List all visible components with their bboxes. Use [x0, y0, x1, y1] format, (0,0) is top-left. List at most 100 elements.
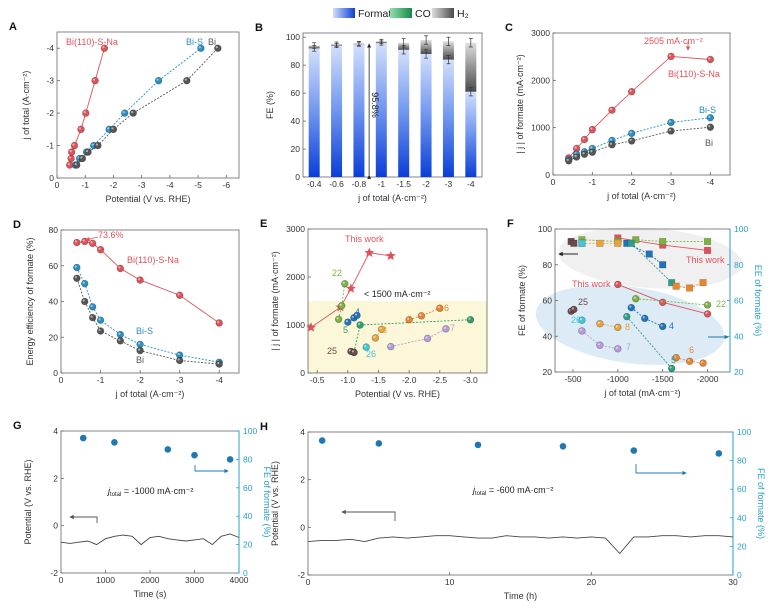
data-point-highlight: [336, 317, 339, 320]
series-bi-s: [73, 263, 223, 366]
condition-subscript: total: [110, 492, 121, 498]
data-point-highlight: [351, 315, 355, 318]
data-point: [641, 314, 649, 323]
data-point: [91, 76, 99, 85]
panel-label: F: [507, 218, 514, 230]
data-point: [81, 279, 89, 288]
annotation-label: This work: [686, 255, 725, 265]
data-point-highlight: [74, 265, 77, 268]
x-tick-label: -2: [422, 179, 430, 189]
data-point-highlight: [98, 247, 101, 250]
data-point: [109, 125, 118, 134]
series-bi: [565, 123, 715, 165]
data-point: [614, 345, 622, 353]
x-tick-label: 0: [551, 177, 556, 187]
annotation-label: 25: [327, 346, 337, 356]
data-point: [81, 237, 89, 246]
data-point: [154, 76, 163, 85]
max-ee-arrow: [85, 236, 99, 242]
y2-tick-label: 20: [243, 540, 253, 550]
data-point: [73, 263, 81, 272]
y-tick-label: 60: [543, 296, 553, 306]
data-point: [706, 123, 715, 131]
data-point-highlight: [579, 318, 583, 321]
data-point: [627, 303, 635, 312]
series-25: [347, 347, 358, 357]
data-point-highlight: [364, 344, 367, 348]
data-point: [596, 239, 604, 247]
series-line: [676, 357, 704, 364]
data-point-highlight: [582, 137, 585, 140]
data-point-highlight: [95, 143, 99, 146]
data-point: [658, 298, 667, 306]
x-tick-label: -1: [378, 179, 386, 189]
data-point: [578, 239, 586, 247]
data-point-highlight: [708, 125, 711, 128]
data-point: [668, 279, 676, 287]
data-point-highlight: [700, 360, 704, 364]
series-bi: [73, 44, 222, 169]
data-point: [215, 360, 223, 368]
data-point-highlight: [74, 162, 77, 166]
data-point-highlight: [339, 303, 342, 306]
data-point: [175, 291, 184, 299]
data-point: [70, 141, 79, 150]
data-point: [706, 114, 715, 122]
y-tick-label: -2: [50, 568, 58, 578]
data-point: [704, 246, 712, 254]
x-tick-label: -2000: [697, 374, 719, 384]
plot-frame: [552, 32, 731, 176]
condition-value: = -600 mA·cm⁻²: [486, 485, 553, 495]
annotation-label: 22: [716, 299, 726, 309]
data-point: [387, 342, 395, 351]
data-point-highlight: [624, 314, 627, 317]
data-point: [588, 148, 597, 156]
y-tick-label: 20: [543, 367, 553, 377]
series-4-fe: [623, 239, 667, 269]
data-point-highlight: [102, 46, 105, 49]
data-point: [341, 280, 349, 288]
y-tick-label: 40: [543, 331, 553, 341]
y-tick-label: 80: [49, 225, 59, 235]
annotation-label: 7: [450, 323, 455, 333]
annotation-label: 26: [366, 349, 376, 359]
y-tick-label: 60: [49, 261, 59, 271]
data-point-highlight: [82, 299, 85, 302]
data-point-highlight: [669, 366, 672, 369]
series-this-work-ee: [614, 280, 712, 318]
data-point: [672, 282, 680, 290]
panel-b: B 0 20 40 60 80 100 j of total (A·cm⁻²) FE (%) -0…: [255, 8, 483, 203]
data-point-highlight: [660, 324, 663, 327]
x-axis-label: Time (s): [134, 589, 167, 599]
x-axis-label: j of total (mA·cm⁻²): [603, 388, 680, 398]
data-point: [350, 348, 358, 357]
data-point: [570, 239, 578, 247]
annotation-label: 4: [669, 321, 674, 331]
data-point-highlight: [351, 350, 355, 353]
y-axis-label: FE (%): [265, 91, 275, 119]
series-25-ee: [567, 305, 578, 315]
x-tick-label: -2: [628, 177, 636, 187]
bar-h: [442, 41, 454, 60]
data-point-highlight: [177, 353, 180, 356]
data-point: [116, 337, 125, 345]
y-tick-label: -1: [46, 141, 54, 151]
data-point-highlight: [373, 335, 376, 339]
data-point: [706, 55, 715, 64]
plot-frame: [307, 228, 488, 374]
fe-point: [630, 447, 638, 454]
x-tick-label: -5: [194, 180, 202, 190]
legend-label: CO: [415, 8, 431, 20]
annotation-label: 6: [689, 345, 694, 355]
annotation-label: This work: [572, 279, 611, 289]
data-point-highlight: [98, 318, 101, 321]
legend: Formate CO H₂: [333, 8, 469, 20]
series-line: [568, 126, 711, 162]
legend-label: H₂: [457, 8, 469, 20]
x-tick-label: -4: [215, 375, 223, 385]
y2-tick-label: 20: [737, 541, 747, 551]
x-tick-label: -0.4: [307, 179, 322, 189]
legend-swatch: [432, 8, 454, 18]
annotation-label: 7: [626, 342, 631, 352]
